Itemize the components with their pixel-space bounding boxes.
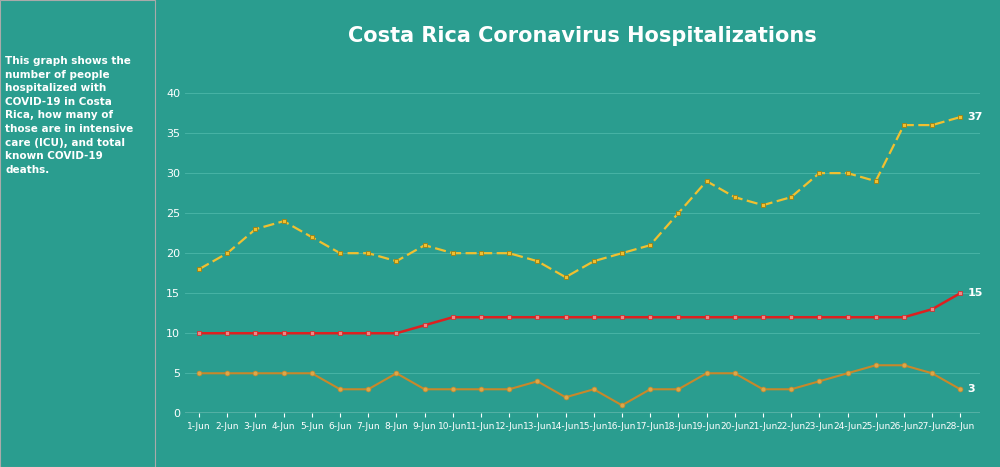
Text: This graph shows the
number of people
hospitalized with
COVID-19 in Costa
Rica, : This graph shows the number of people ho…	[5, 56, 133, 175]
Text: 3: 3	[967, 384, 975, 394]
Text: 15: 15	[967, 288, 983, 298]
Text: 37: 37	[967, 112, 983, 122]
Text: Costa Rica Coronavirus Hospitalizations: Costa Rica Coronavirus Hospitalizations	[348, 26, 817, 46]
